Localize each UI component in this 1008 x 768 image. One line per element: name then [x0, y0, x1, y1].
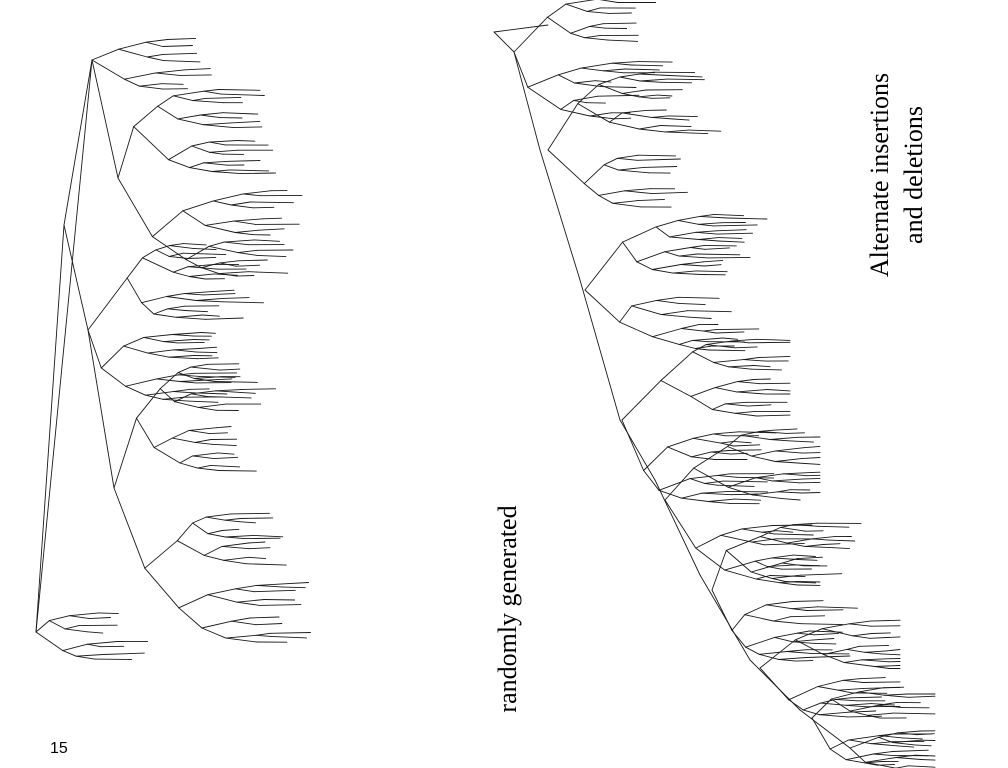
alternate-tree-caption-line1: Alternate insertions [865, 72, 894, 278]
alternate-tree-caption-line2: and deletions [899, 106, 928, 244]
page-number: 15 [50, 740, 68, 757]
alternating-tree-drawing [493, 0, 936, 768]
random-tree-caption: randomly generated [493, 505, 522, 713]
alternate-tree-caption: Alternate insertions and deletions [863, 45, 931, 305]
random-tree-drawing [35, 37, 311, 660]
